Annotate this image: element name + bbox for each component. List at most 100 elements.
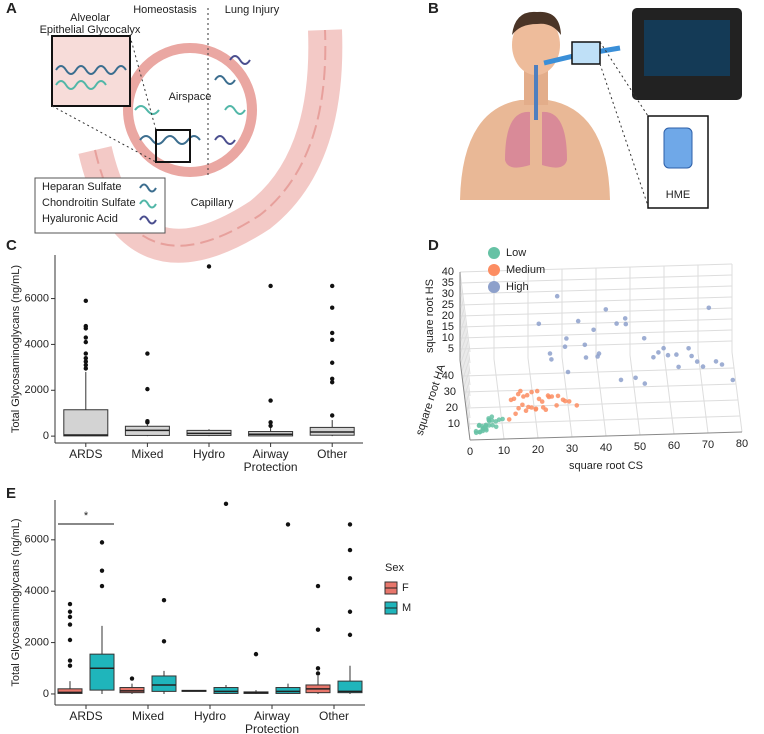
point — [719, 362, 725, 367]
point — [562, 344, 568, 350]
outlier — [315, 627, 321, 632]
x-tick-label: 40 — [600, 442, 612, 454]
outlier — [67, 622, 73, 627]
device-label: HME — [666, 189, 690, 201]
x-tick-label: ARDS — [69, 447, 103, 461]
box — [213, 687, 239, 694]
grid-line — [459, 274, 733, 284]
point — [575, 318, 581, 324]
y-tick-label: 2000 — [25, 636, 49, 648]
point — [520, 402, 525, 408]
outlier — [83, 339, 89, 345]
grid-line — [459, 271, 471, 353]
grid-line — [459, 315, 471, 397]
z-axis-title: square root HA — [414, 362, 448, 437]
glycocalyx — [214, 75, 236, 85]
x-tick-label: 10 — [498, 445, 510, 457]
point — [529, 389, 534, 395]
box — [275, 687, 301, 694]
legend-key — [488, 281, 500, 293]
point — [496, 417, 502, 423]
point — [540, 405, 546, 410]
panel-letter: D — [428, 237, 439, 254]
outlier — [129, 676, 135, 681]
y-tick-label: 6000 — [25, 292, 49, 304]
grid-line — [697, 352, 709, 434]
outlier — [161, 639, 167, 644]
point — [533, 406, 539, 412]
legend-key — [488, 264, 500, 276]
outlier — [99, 568, 105, 573]
panel-letter: C — [6, 237, 17, 254]
panel-b: B HME — [428, 0, 742, 209]
outlier — [330, 337, 335, 343]
y-tick-label: 5 — [448, 343, 454, 355]
x-tick-label: Hydro — [192, 447, 225, 461]
point — [473, 428, 479, 434]
outlier — [315, 666, 321, 671]
grid-line — [467, 415, 741, 425]
point — [524, 392, 530, 398]
x-tick-label: Hydro — [193, 709, 226, 723]
point — [566, 399, 572, 404]
outlier — [67, 658, 73, 663]
outlier — [83, 355, 89, 361]
y-tick-label: 0 — [43, 430, 49, 442]
box — [337, 680, 363, 694]
point — [618, 377, 624, 383]
inset-title: Alveolar — [70, 12, 110, 24]
outlier — [330, 305, 335, 310]
x-tick-label: 0 — [467, 446, 473, 458]
grid-line — [459, 326, 471, 408]
outlier — [268, 420, 273, 425]
y-tick-label: 4000 — [25, 585, 49, 597]
point — [674, 352, 679, 357]
y-tick-label: 20 — [442, 310, 454, 322]
outlier — [330, 360, 335, 365]
panel-letter: A — [6, 0, 17, 17]
point — [622, 316, 628, 321]
point — [489, 418, 495, 423]
x-tick-label: 60 — [668, 440, 680, 452]
outlier — [83, 362, 89, 368]
outlier — [347, 522, 353, 527]
legend-icon — [139, 183, 157, 193]
outlier — [330, 330, 335, 336]
outlier — [67, 637, 73, 643]
label: Airspace — [169, 91, 212, 103]
glycocalyx — [55, 65, 127, 75]
outlier — [347, 632, 353, 638]
outlier — [206, 264, 212, 269]
outlier — [99, 540, 105, 545]
point — [511, 396, 517, 402]
hme-highlight — [571, 41, 601, 65]
y-tick-label: 35 — [442, 277, 454, 289]
outlier — [347, 609, 353, 614]
outlier — [253, 651, 259, 657]
grid-line — [731, 351, 743, 433]
outlier — [83, 335, 89, 340]
point — [506, 417, 512, 422]
point — [536, 396, 542, 402]
point — [476, 423, 482, 429]
x-tick-label: 20 — [532, 444, 544, 456]
grid-line — [459, 340, 733, 350]
legend-icon — [139, 215, 157, 225]
glycocalyx — [134, 105, 160, 115]
grid-line — [595, 355, 607, 437]
outlier — [330, 413, 335, 418]
outlier — [67, 609, 73, 614]
panel-a: A Alveolar Epithelial Glycocalyx Homeost… — [6, 0, 343, 263]
point — [546, 394, 552, 400]
legend-label: Medium — [506, 264, 545, 276]
point — [689, 353, 694, 359]
point — [500, 416, 505, 422]
x-tick-label: ARDS — [69, 709, 103, 723]
legend-key — [488, 247, 500, 259]
grid-line — [459, 285, 733, 295]
grid-line — [459, 318, 733, 328]
x-tick-label: 70 — [702, 439, 714, 451]
point — [565, 369, 571, 375]
